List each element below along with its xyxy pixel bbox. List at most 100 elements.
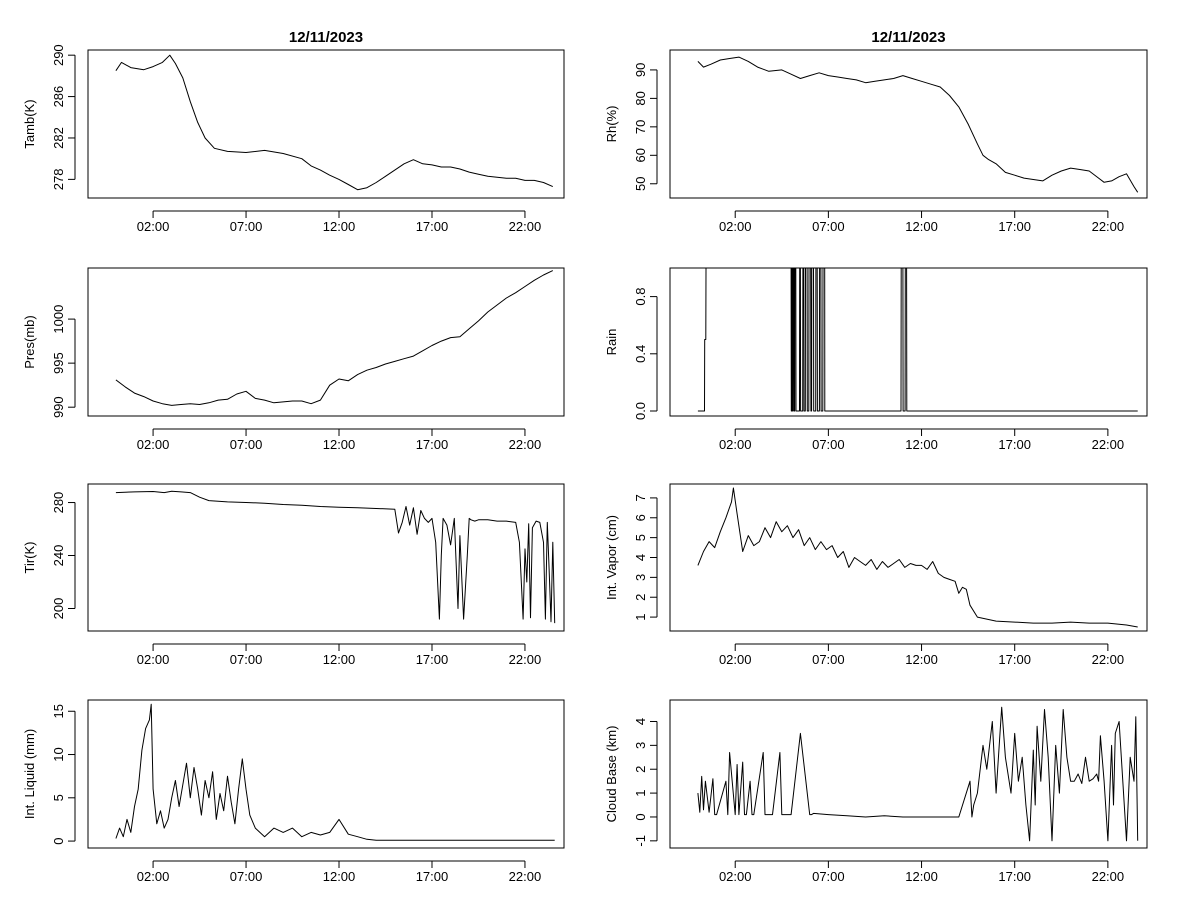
y-tick-label: 995	[51, 352, 66, 374]
x-tick-label: 07:00	[812, 437, 845, 452]
plot-frame	[669, 699, 1148, 849]
x-tick-label: 12:00	[905, 869, 938, 884]
y-tick-label: 0.4	[633, 345, 648, 363]
chart-title: 12/11/2023	[871, 29, 945, 46]
y-tick-label: 50	[633, 177, 648, 191]
x-tick-label: 17:00	[416, 652, 449, 667]
x-tick-label: 02:00	[137, 652, 170, 667]
plot-frame	[87, 49, 565, 199]
y-tick-label: 2	[633, 594, 648, 601]
y-tick-label: 6	[633, 514, 648, 521]
series-line-rain	[697, 267, 1138, 412]
y-tick-label: 282	[51, 127, 66, 149]
plot-frame	[669, 483, 1148, 632]
panel-tamb-k: 12/11/2023 02:00 07:00 12:00 17:00 22:00 278 28…	[22, 29, 565, 234]
y-axis-label: Int. Liquid (mm)	[22, 729, 37, 819]
x-tick-label: 12:00	[323, 652, 356, 667]
y-tick-label: 200	[51, 598, 66, 620]
x-tick-label: 07:00	[812, 869, 845, 884]
x-tick-label: 02:00	[719, 219, 752, 234]
chart-title: 12/11/2023	[289, 29, 363, 46]
y-tick-label: 0	[633, 813, 648, 820]
x-tick-label: 22:00	[509, 219, 542, 234]
y-tick-label: 10	[51, 747, 66, 761]
x-tick-label: 17:00	[998, 437, 1031, 452]
y-tick-label: 5	[51, 794, 66, 801]
x-tick-label: 22:00	[1092, 652, 1125, 667]
y-tick-label: 2	[633, 766, 648, 773]
x-tick-label: 22:00	[1092, 869, 1125, 884]
x-tick-label: 12:00	[323, 219, 356, 234]
x-tick-label: 17:00	[416, 219, 449, 234]
series-line-tamb-k	[115, 54, 554, 191]
plot-frame	[87, 699, 565, 849]
plot-frame	[669, 267, 1148, 417]
y-tick-label: 286	[51, 86, 66, 108]
series-line-cloud-base-km	[697, 706, 1139, 842]
y-tick-label: 90	[633, 63, 648, 77]
x-tick-label: 12:00	[323, 437, 356, 452]
y-tick-label: 0	[51, 837, 66, 844]
panel-int-vapor-cm: 02:00 07:00 12:00 17:00 22:00 1 2 3 4 5 6 7 Int. Vap…	[604, 483, 1148, 667]
x-tick-label: 22:00	[509, 869, 542, 884]
x-tick-label: 02:00	[719, 652, 752, 667]
x-tick-label: 07:00	[230, 219, 263, 234]
y-tick-label: 280	[51, 492, 66, 514]
x-tick-label: 22:00	[509, 652, 542, 667]
x-tick-label: 22:00	[1092, 437, 1125, 452]
x-tick-label: 12:00	[905, 652, 938, 667]
x-tick-label: 02:00	[719, 437, 752, 452]
panel-int-liquid-mm: 02:00 07:00 12:00 17:00 22:00 0 5 10 15 Int. Liqu…	[22, 699, 565, 884]
x-tick-label: 17:00	[998, 652, 1031, 667]
y-tick-label: 1000	[51, 305, 66, 334]
y-axis-label: Tamb(K)	[22, 99, 37, 148]
y-tick-label: 0.0	[633, 402, 648, 420]
x-tick-label: 07:00	[812, 219, 845, 234]
y-tick-label: 15	[51, 704, 66, 718]
x-tick-label: 07:00	[230, 869, 263, 884]
panel-pres-mb: 02:00 07:00 12:00 17:00 22:00 990 995 1000 Pres(…	[22, 267, 565, 452]
x-tick-label: 07:00	[812, 652, 845, 667]
series-line-int-vapor-cm	[697, 487, 1138, 628]
y-axis-label: Rh(%)	[604, 106, 619, 143]
y-axis-label: Rain	[604, 329, 619, 356]
y-tick-label: 80	[633, 91, 648, 105]
x-tick-label: 02:00	[137, 869, 170, 884]
x-tick-label: 17:00	[998, 219, 1031, 234]
y-axis-label: Cloud Base (km)	[604, 726, 619, 823]
x-tick-label: 22:00	[1092, 219, 1125, 234]
x-tick-label: 07:00	[230, 437, 263, 452]
x-tick-label: 02:00	[719, 869, 752, 884]
y-tick-label: 70	[633, 120, 648, 134]
y-tick-label: 278	[51, 169, 66, 191]
series-line-rh	[697, 56, 1139, 193]
y-tick-label: -1	[633, 835, 648, 847]
y-tick-label: 1	[633, 789, 648, 796]
plot-frame	[87, 267, 565, 417]
y-tick-label: 3	[633, 574, 648, 581]
y-tick-label: 0.8	[633, 288, 648, 306]
series-line-int-liquid-mm	[115, 703, 555, 841]
y-tick-label: 990	[51, 396, 66, 418]
panel-rain: 02:00 07:00 12:00 17:00 22:00 0.0 0.4 0.8 Rain	[604, 267, 1148, 452]
y-tick-label: 7	[633, 494, 648, 501]
panel-cloud-base-km: 02:00 07:00 12:00 17:00 22:00 -1 0 1 2 3 4 Cloud Ba…	[604, 699, 1148, 884]
y-axis-label: Int. Vapor (cm)	[604, 515, 619, 600]
panel-rh: 12/11/2023 02:00 07:00 12:00 17:00 22:00 50 60 7…	[604, 29, 1148, 234]
y-tick-label: 240	[51, 545, 66, 567]
x-tick-label: 12:00	[905, 437, 938, 452]
x-tick-label: 17:00	[416, 869, 449, 884]
plot-frame	[87, 483, 565, 632]
x-tick-label: 02:00	[137, 437, 170, 452]
y-tick-label: 5	[633, 534, 648, 541]
x-tick-label: 02:00	[137, 219, 170, 234]
y-tick-label: 4	[633, 718, 648, 725]
x-tick-label: 12:00	[905, 219, 938, 234]
y-tick-label: 290	[51, 44, 66, 66]
y-axis-label: Tir(K)	[22, 541, 37, 573]
x-tick-label: 17:00	[416, 437, 449, 452]
series-line-tir-k	[115, 490, 556, 624]
panel-tir-k: 02:00 07:00 12:00 17:00 22:00 200 240 280 Tir(K)	[22, 483, 565, 667]
